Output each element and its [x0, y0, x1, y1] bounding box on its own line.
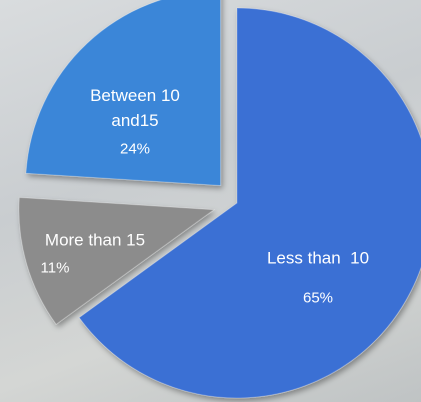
- value-label: 24%: [120, 141, 150, 158]
- pie-area: [0, 0, 421, 402]
- slice-label: More than 15: [45, 228, 145, 253]
- slice-label: Less than 10: [267, 246, 369, 271]
- slice-label: Between 10 and15: [75, 83, 195, 133]
- value-label: 65%: [303, 290, 333, 307]
- value-label: 11%: [41, 260, 70, 277]
- chart: Less than 10 65% More than 15 11% Between 10…: [0, 0, 421, 402]
